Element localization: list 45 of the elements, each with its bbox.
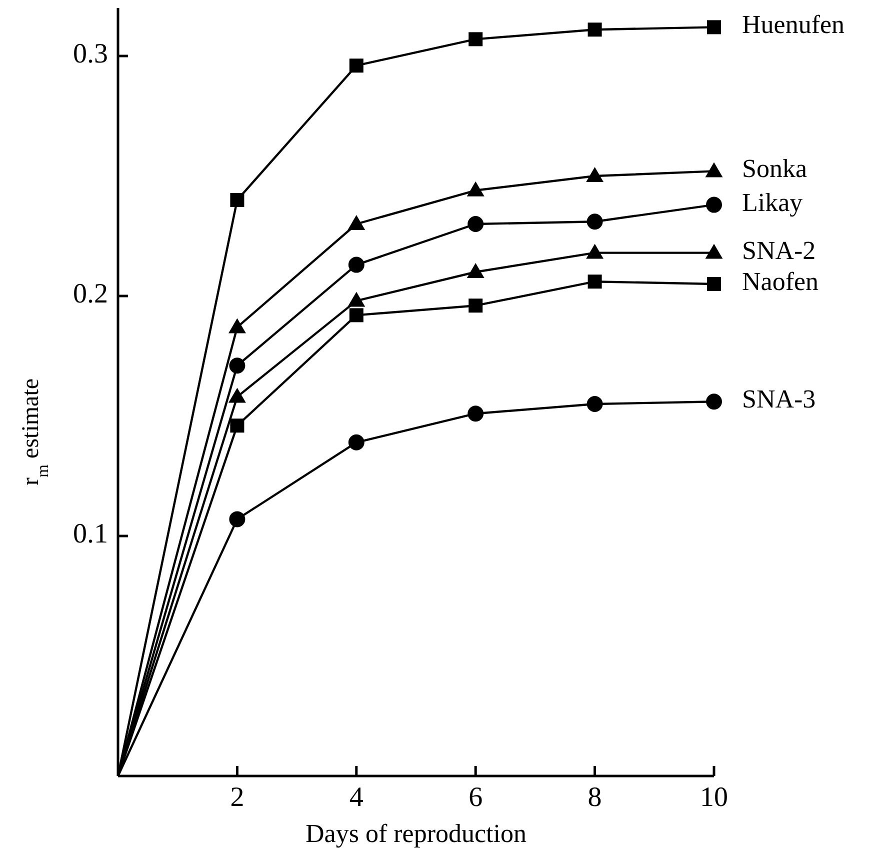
point — [348, 434, 364, 450]
point — [348, 256, 364, 273]
series-label: SNA-3 — [742, 384, 816, 414]
point — [229, 319, 246, 334]
point — [468, 264, 484, 278]
point — [468, 182, 484, 196]
point — [230, 418, 244, 433]
point — [588, 22, 602, 37]
point — [586, 214, 603, 230]
point — [706, 196, 722, 213]
point — [706, 163, 722, 178]
series-label: Huenufen — [742, 10, 845, 40]
point — [707, 277, 721, 291]
x-tick-label: 2 — [230, 782, 244, 813]
series-label: Sonka — [742, 154, 808, 184]
series-label: SNA-2 — [742, 236, 816, 265]
y-tick-label: 0.2 — [73, 278, 108, 310]
point — [468, 298, 483, 313]
point — [229, 511, 246, 528]
point — [586, 396, 603, 412]
y-tick-label: 0.3 — [73, 38, 108, 70]
point — [468, 32, 483, 46]
point — [348, 216, 364, 230]
x-tick-label: 10 — [700, 782, 728, 813]
point — [586, 168, 603, 182]
x-tick-label: 8 — [588, 782, 602, 813]
point — [230, 193, 244, 207]
point — [468, 216, 484, 232]
point — [586, 244, 603, 259]
point — [349, 308, 364, 322]
series-label: Likay — [742, 188, 803, 217]
point — [706, 394, 722, 410]
point — [348, 292, 364, 307]
point — [468, 406, 484, 422]
point — [229, 388, 246, 403]
x-tick-label: 6 — [468, 782, 483, 813]
x-tick-label: 4 — [349, 782, 364, 813]
point — [588, 274, 602, 289]
point — [706, 244, 722, 259]
point — [229, 358, 246, 374]
point — [349, 58, 364, 73]
point — [707, 20, 721, 34]
y-tick-label: 0.1 — [73, 518, 108, 550]
x-axis-title: Days of reproduction — [306, 819, 526, 848]
series-label: Naofen — [742, 266, 819, 296]
